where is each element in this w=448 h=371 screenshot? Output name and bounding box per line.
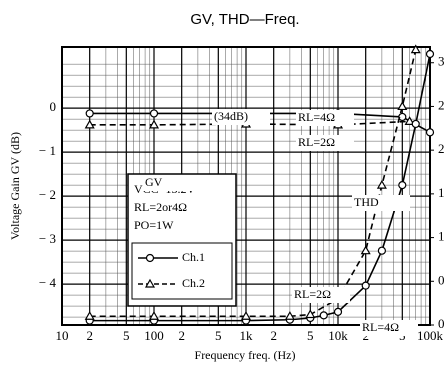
series-line [89,53,431,322]
plot-frame [61,46,431,326]
annotation-bg [352,195,410,211]
marker [404,116,415,125]
condition: RL=2or4Ω [134,200,187,214]
y2-tick-label: 3 [438,54,445,69]
marker [85,109,94,118]
marker [398,181,407,190]
marker [425,128,435,137]
x-tick-label: 10 [56,328,69,343]
y2-tick-label: 1 [438,185,445,200]
legend-label: Ch.1 [182,250,205,264]
y-tick-label: 0 [50,99,57,114]
annotation: (34dB) [214,109,248,123]
y-tick-label: − 1 [39,143,56,158]
y-axis-label: Voltage Gain GV (dB) [8,132,22,240]
x-tick-label: 5 [123,328,130,343]
annotation-bg [212,109,270,125]
x-tick-label: 10k [328,328,348,343]
y-tick-label: − 3 [39,231,56,246]
y2-tick-label: 0 [438,316,445,331]
y2-tick-label: 0 [438,272,445,287]
marker [410,44,421,54]
annotation-bg [360,320,418,336]
annotation: RL=2Ω [294,287,331,301]
x-axis-label: Frequency freq. (Hz) [195,348,296,362]
y2-tick-label: 2 [438,141,445,156]
x-tick-label: 100k [417,328,444,343]
marker [84,311,95,320]
marker [284,311,295,320]
legend-label: Ch.2 [182,276,205,290]
marker [397,101,408,111]
y-tick-label: − 2 [39,187,56,202]
annotation: THD [354,195,379,209]
y-tick-label: − 4 [39,275,57,290]
annotation: RL=4Ω [298,110,335,124]
series-line [89,49,417,318]
annotation-bg [292,287,350,303]
y2-tick-label: 1 [438,229,445,244]
marker [319,311,328,320]
marker [360,245,371,255]
marker [305,309,316,319]
marker [148,311,160,320]
marker [240,311,252,320]
marker [148,119,160,129]
series-line [89,120,410,126]
x-tick-label: 100 [144,328,164,343]
annotation-bg [296,110,354,126]
marker [84,119,95,129]
marker [149,109,159,118]
series-line [89,112,431,134]
x-tick-label: 2 [270,328,277,343]
marker [145,253,155,263]
marker [411,119,420,129]
x-tick-label: 5 [307,328,314,343]
x-tick-label: 2 [178,328,185,343]
marker [377,246,386,255]
chart-title: GV, THD—Freq. [190,11,299,28]
marker [376,179,387,189]
condition: PO=1W [134,218,174,232]
x-tick-label: 2 [86,328,93,343]
marker [425,49,435,59]
marker [333,307,343,316]
annotation-bg [296,135,354,151]
legend-inner [131,242,233,300]
marker [144,278,156,288]
annotation: RL=4Ω [362,320,399,334]
x-tick-label: 5 [215,328,222,343]
annotation: RL=2Ω [298,135,335,149]
marker [361,281,370,290]
x-tick-label: 1k [240,328,254,343]
annotation-bg [143,175,201,191]
annotation: GV [145,175,163,189]
y2-tick-label: 2 [438,97,445,112]
marker [398,112,407,122]
